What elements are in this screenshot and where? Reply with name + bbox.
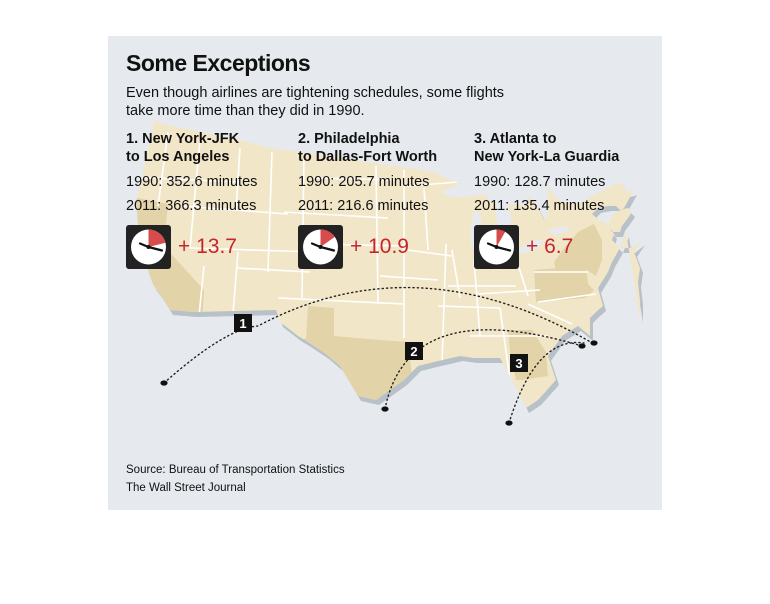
- route-number-1: 1: [239, 316, 246, 331]
- stat-1990: 1990: 205.7 minutes: [298, 174, 430, 190]
- clock-icon: [474, 225, 519, 269]
- marker-dallas: [381, 406, 389, 412]
- route-card-3: 3. Atlanta to New York-La Guardia 1990: …: [474, 130, 654, 271]
- marker-philadelphia: [578, 343, 586, 349]
- marker-atlanta: [505, 420, 513, 426]
- route-title-line-1: 3. Atlanta to: [474, 131, 557, 147]
- route-label-2: 2: [405, 342, 423, 360]
- flight-paths: [163, 286, 595, 424]
- clock-icon: [298, 225, 343, 269]
- route-number-3: 3: [515, 356, 522, 371]
- source-note: Source: Bureau of Transportation Statist…: [126, 464, 345, 476]
- route-card-2: 2. Philadelphia to Dallas-Fort Worth 199…: [298, 130, 478, 271]
- stat-1990: 1990: 128.7 minutes: [474, 174, 606, 190]
- lake-ontario: [548, 226, 570, 234]
- lake-huron: [496, 202, 512, 232]
- stat-2011: 2011: 216.6 minutes: [298, 198, 429, 214]
- airport-markers: [160, 340, 598, 426]
- route-label-1: 1: [234, 314, 252, 332]
- stat-1990: 1990: 352.6 minutes: [126, 174, 258, 190]
- flight-path-3: [508, 341, 585, 424]
- page-title: Some Exceptions: [126, 50, 311, 76]
- marker-new-york: [590, 340, 598, 346]
- us-map: 1 2 3: [136, 120, 645, 426]
- credit-note: The Wall Street Journal: [126, 482, 246, 494]
- flight-path-1: [163, 286, 595, 384]
- page-subtitle: Even though airlines are tightening sche…: [126, 85, 505, 119]
- clock-icon: [126, 225, 171, 269]
- pennsylvania-state: [534, 266, 594, 302]
- route-number-2: 2: [410, 344, 417, 359]
- texas-state: [284, 306, 412, 408]
- route-title-line-1: 2. Philadelphia: [298, 131, 400, 147]
- time-change: + 6.7: [526, 235, 574, 258]
- time-change: + 10.9: [350, 235, 409, 258]
- marker-los-angeles: [160, 380, 168, 386]
- lake-erie: [516, 240, 544, 254]
- infographic-panel: 1 2 3 Some Exceptions Even though airlin…: [108, 36, 662, 510]
- route-title-line-1: 1. New York-JFK: [126, 131, 240, 147]
- time-change: + 13.7: [178, 235, 237, 258]
- route-title-line-2: to Los Angeles: [126, 149, 230, 165]
- route-card-1: 1. New York-JFK to Los Angeles 1990: 352…: [126, 130, 306, 271]
- lake-superior: [440, 182, 494, 198]
- flight-path-2: [384, 329, 583, 410]
- stat-2011: 2011: 135.4 minutes: [474, 198, 605, 214]
- stat-2011: 2011: 366.3 minutes: [126, 198, 257, 214]
- new-york-state: [554, 224, 602, 276]
- route-title-line-2: New York-La Guardia: [474, 149, 620, 165]
- route-title-line-2: to Dallas-Fort Worth: [298, 149, 438, 165]
- route-label-3: 3: [510, 354, 528, 372]
